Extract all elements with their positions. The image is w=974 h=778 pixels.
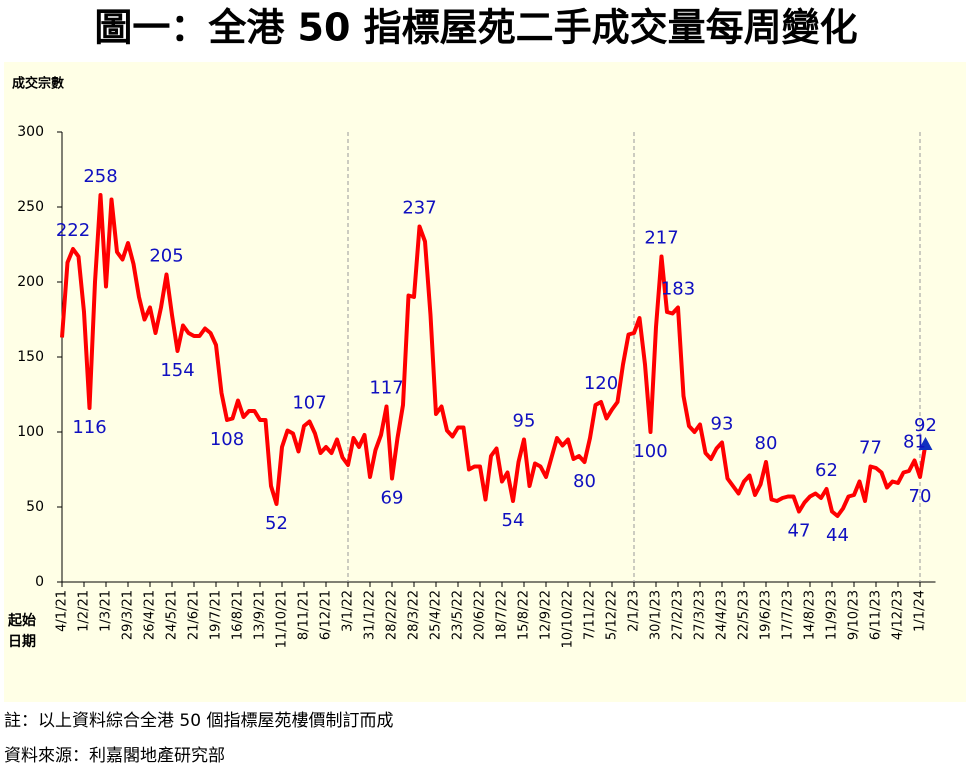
- data-label: 108: [210, 429, 244, 450]
- data-label: 62: [815, 460, 838, 481]
- x-tick-label: 14/8/23: [803, 590, 818, 640]
- x-tick-label: 23/5/22: [451, 590, 466, 640]
- x-tick-label: 28/2/22: [385, 590, 400, 640]
- last-point-marker: [918, 437, 933, 450]
- data-label: 205: [149, 246, 183, 267]
- data-label: 80: [573, 471, 596, 492]
- x-tick-label: 11/10/21: [275, 590, 290, 648]
- x-tick-label: 5/12/22: [605, 590, 620, 640]
- x-tick-label: 4/12/23: [891, 590, 906, 640]
- x-tick-label: 11/9/23: [825, 590, 840, 640]
- data-label: 80: [755, 433, 778, 454]
- data-label: 81: [903, 432, 926, 453]
- x-tick-label: 1/1/24: [913, 590, 928, 632]
- x-tick-label: 2/1/23: [627, 590, 642, 632]
- data-label: 107: [292, 393, 326, 414]
- data-label: 69: [381, 488, 404, 509]
- x-tick-label: 16/8/21: [231, 590, 246, 640]
- x-tick-label: 8/11/21: [297, 590, 312, 640]
- y-axis-label: 成交宗數: [12, 76, 64, 92]
- chart-background: [4, 62, 966, 702]
- x-tick-label: 21/6/21: [187, 590, 202, 640]
- data-label: 54: [502, 510, 525, 531]
- data-label: 44: [826, 525, 849, 546]
- x-tick-label: 17/7/23: [781, 590, 796, 640]
- data-label: 93: [711, 414, 734, 435]
- x-tick-label: 10/10/22: [561, 590, 576, 648]
- x-tick-label: 22/5/23: [737, 590, 752, 640]
- y-tick-label: 150: [17, 349, 44, 365]
- x-tick-label: 4/1/21: [55, 590, 70, 632]
- x-tick-label: 24/5/21: [165, 590, 180, 640]
- chart-title: 圖一：全港 50 指標屋苑二手成交量每周變化: [94, 6, 857, 50]
- data-label: 217: [644, 228, 678, 249]
- x-tick-label: 9/10/23: [847, 590, 862, 640]
- x-tick-label: 27/2/23: [671, 590, 686, 640]
- x-axis-label: 起始: [7, 612, 36, 629]
- data-label: 77: [859, 438, 882, 459]
- x-tick-label: 24/4/23: [715, 590, 730, 640]
- data-label: 154: [160, 360, 194, 381]
- y-tick-label: 0: [35, 574, 44, 590]
- y-tick-label: 250: [17, 199, 44, 215]
- x-axis-label: 日期: [8, 634, 36, 650]
- x-tick-label: 1/2/21: [77, 590, 92, 632]
- x-tick-label: 7/11/22: [583, 590, 598, 640]
- x-tick-label: 13/9/21: [253, 590, 268, 640]
- data-label: 100: [633, 441, 667, 462]
- y-tick-label: 300: [17, 124, 44, 140]
- data-label: 116: [72, 417, 106, 438]
- data-label: 183: [661, 279, 695, 300]
- x-tick-label: 15/8/22: [517, 590, 532, 640]
- note: 資料來源：利嘉閣地產研究部: [4, 746, 225, 766]
- data-label: 70: [909, 486, 932, 507]
- data-line: [60, 193, 928, 518]
- x-tick-label: 19/7/21: [209, 590, 224, 640]
- x-tick-label: 25/4/22: [429, 590, 444, 640]
- x-tick-label: 20/6/22: [473, 590, 488, 640]
- x-tick-label: 28/3/22: [407, 590, 422, 640]
- data-label: 120: [584, 373, 618, 394]
- x-tick-label: 30/1/23: [649, 590, 664, 640]
- data-label: 92: [914, 415, 937, 436]
- data-label: 47: [788, 521, 811, 542]
- x-tick-label: 12/9/22: [539, 590, 554, 640]
- x-tick-label: 31/1/22: [363, 590, 378, 640]
- x-tick-label: 6/11/23: [869, 590, 884, 640]
- x-tick-label: 18/7/22: [495, 590, 510, 640]
- x-tick-label: 6/12/21: [319, 590, 334, 640]
- y-tick-label: 50: [26, 499, 44, 515]
- data-label: 237: [402, 198, 436, 219]
- data-label: 258: [83, 166, 117, 187]
- note: 註：以上資料綜合全港 50 個指標屋苑樓價制訂而成: [4, 711, 393, 731]
- x-tick-label: 26/4/21: [143, 590, 158, 640]
- x-tick-label: 19/6/23: [759, 590, 774, 640]
- data-label: 95: [513, 411, 536, 432]
- y-tick-label: 200: [17, 274, 44, 290]
- data-label: 222: [56, 220, 90, 241]
- x-tick-label: 27/3/23: [693, 590, 708, 640]
- x-tick-label: 29/3/21: [121, 590, 136, 640]
- x-tick-label: 1/3/21: [99, 590, 114, 632]
- x-tick-label: 3/1/22: [341, 590, 356, 632]
- data-label: 117: [369, 378, 403, 399]
- data-label: 52: [265, 513, 288, 534]
- y-tick-label: 100: [17, 424, 44, 440]
